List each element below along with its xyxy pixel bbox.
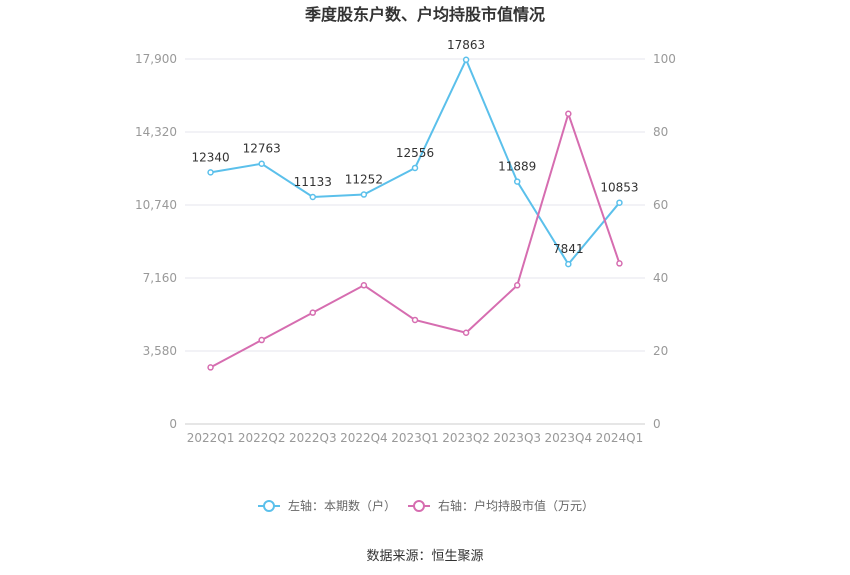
series-line-holders [210,57,621,266]
legend: 左轴：本期数（户） 右轴：户均持股市值（万元） [258,498,594,513]
data-point [616,260,623,267]
data-point [207,169,214,176]
x-tick-label: 2024Q1 [596,431,644,445]
x-tick-label: 2023Q1 [391,431,439,445]
data-point [411,316,419,324]
series-layer [207,56,623,371]
source-note: 数据来源：恒生聚源 [366,549,483,564]
data-label: 11889 [498,160,536,174]
right-y-tick-label: 100 [653,52,676,66]
x-tick-label: 2023Q2 [442,431,490,445]
data-point [411,164,419,172]
data-label: 11133 [294,175,332,189]
data-point [513,282,521,289]
data-point [616,199,623,206]
x-tick-label: 2023Q3 [493,431,541,445]
x-tick-label: 2022Q1 [187,431,235,445]
legend-marker [413,500,425,512]
x-tick-label: 2022Q2 [238,431,286,445]
data-label: 12556 [396,146,434,160]
left-y-tick-label: 17,900 [135,52,177,66]
legend-marker [263,500,275,512]
right-y-tick-label: 0 [653,417,661,431]
legend-item: 右轴：户均持股市值（万元） [408,498,594,513]
legend-label: 左轴：本期数（户） [288,498,396,513]
legend-label: 右轴：户均持股市值（万元） [438,498,594,513]
chart-title: 季度股东户数、户均持股市值情况 [304,5,545,24]
left-y-tick-label: 0 [169,417,177,431]
data-label: 12340 [191,150,229,164]
axis-layer: 0 0 3,580 20 7,160 40 10,740 60 14,320 80 17,900 10… [135,52,676,445]
data-point [207,364,214,371]
right-y-tick-label: 80 [653,125,668,139]
data-label: 7841 [553,242,584,256]
x-tick-label: 2022Q3 [289,431,337,445]
left-y-tick-label: 7,160 [143,271,177,285]
data-point [360,191,368,198]
data-point [360,282,368,289]
data-point [462,329,470,336]
right-y-tick-label: 40 [653,271,668,285]
data-label: 12763 [243,142,281,156]
x-tick-label: 2022Q4 [340,431,388,445]
x-tick-label: 2023Q4 [545,431,593,445]
left-y-tick-label: 14,320 [135,125,177,139]
data-point [513,178,521,185]
right-y-tick-label: 60 [653,198,668,212]
data-point [258,336,265,344]
legend-item: 左轴：本期数（户） [258,498,396,513]
data-point [258,160,265,167]
data-label: 11252 [345,173,383,187]
data-point [309,193,317,201]
data-point [309,309,317,316]
data-point [565,260,572,268]
left-y-tick-label: 3,580 [143,344,177,358]
right-y-tick-label: 20 [653,344,668,358]
data-label: 17863 [447,38,485,52]
data-point [462,56,470,64]
data-label: 10853 [600,181,638,195]
label-layer: 12340 12763 11133 11252 12556 17863 11889 7841 1… [191,38,638,256]
left-y-tick-label: 10,740 [135,198,177,212]
data-point [565,110,572,117]
